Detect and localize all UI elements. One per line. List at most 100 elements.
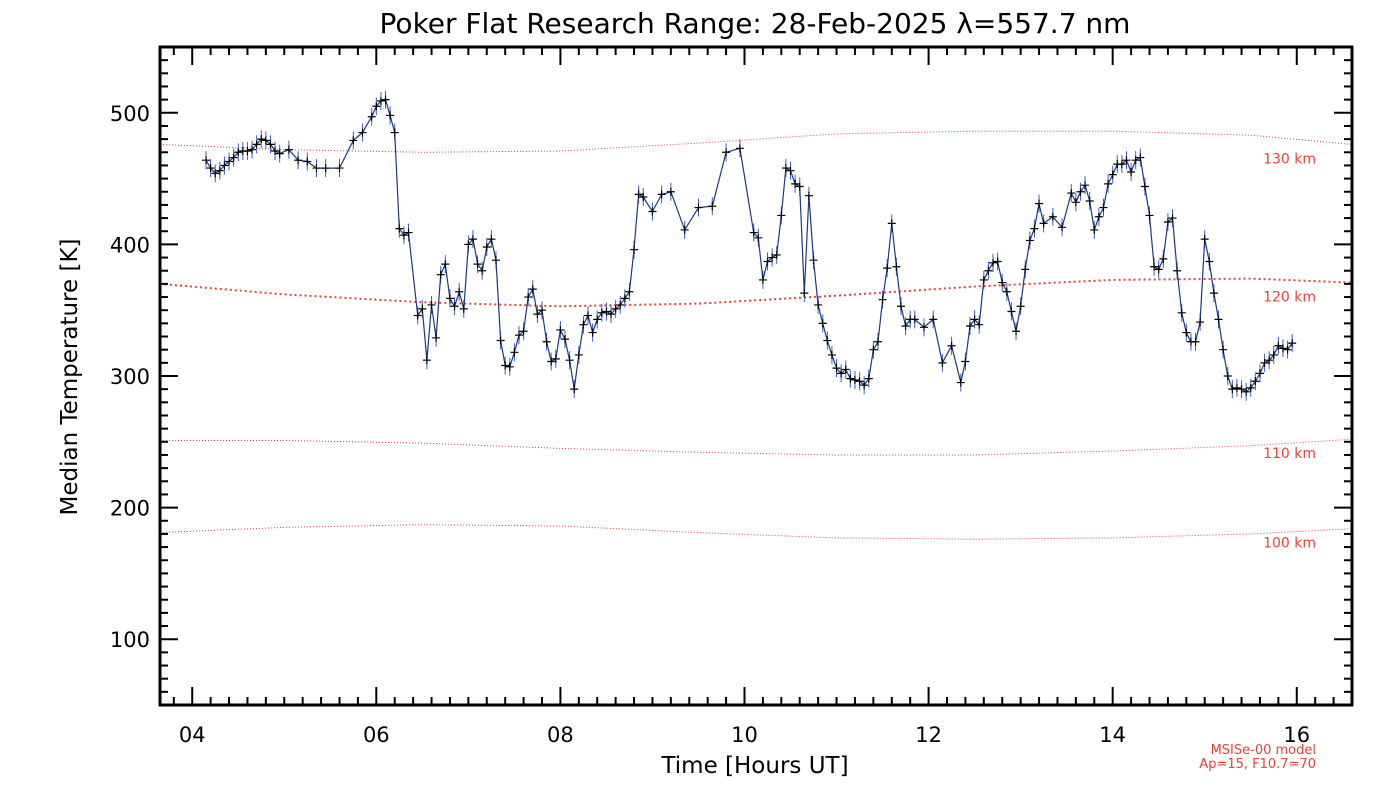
data-point (961, 357, 970, 366)
data-point (832, 364, 841, 373)
data-point (818, 319, 827, 328)
data-point (1278, 344, 1287, 353)
data-point (487, 235, 496, 244)
data-point (1122, 156, 1131, 165)
data-point (234, 148, 243, 157)
data-point (303, 157, 312, 166)
y-tick-label: 100 (110, 628, 150, 652)
data-point (505, 362, 514, 371)
data-point (491, 256, 500, 265)
data-point (1173, 266, 1182, 275)
data-point (1016, 302, 1025, 311)
data-point (722, 148, 731, 157)
data-point (1232, 383, 1241, 392)
data-point (321, 164, 330, 173)
data-point (478, 266, 487, 275)
data-point (459, 304, 468, 313)
data-point (597, 308, 606, 317)
data-point (519, 327, 528, 336)
error-bars-layer (205, 90, 1293, 401)
data-point (827, 350, 836, 359)
data-point (749, 228, 758, 237)
x-tick-label: 10 (731, 723, 758, 747)
data-point (436, 270, 445, 279)
data-point (533, 310, 542, 319)
data-point (372, 102, 381, 111)
data-point (1140, 182, 1149, 191)
data-point (510, 348, 519, 357)
reference-curve-label-100-km: 100 km (1263, 536, 1316, 552)
data-point (883, 264, 892, 273)
data-point (432, 333, 441, 342)
data-point (1205, 257, 1214, 266)
data-point (450, 302, 459, 311)
data-point (294, 156, 303, 165)
data-point (947, 341, 956, 350)
x-tick-label: 14 (1099, 723, 1126, 747)
data-point (1099, 203, 1108, 212)
data-point (376, 96, 385, 105)
data-point (620, 294, 629, 303)
data-point (795, 182, 804, 191)
plot-frame-layer: 100 200 300 400 500 04 06 08 10 12 14 16 (110, 45, 1354, 747)
data-point (809, 256, 818, 265)
data-point (1090, 225, 1099, 234)
data-point (984, 266, 993, 275)
data-point (399, 231, 408, 240)
data-point (418, 304, 427, 313)
data-point (220, 161, 229, 170)
data-point (975, 320, 984, 329)
data-point (1048, 212, 1057, 221)
data-point (390, 128, 399, 137)
x-tick-label: 04 (179, 723, 206, 747)
data-point (1182, 328, 1191, 337)
data-point (473, 260, 482, 269)
data-point (896, 302, 905, 311)
data-point (1117, 160, 1126, 169)
data-point (404, 228, 413, 237)
data-point (1094, 212, 1103, 221)
reference-curve-label-130-km: 130 km (1263, 151, 1316, 167)
data-point (445, 294, 454, 303)
y-axis-label: Median Temperature [K] (57, 239, 83, 516)
data-point (754, 233, 763, 242)
x-axis-label: Time [Hours UT] (660, 753, 848, 779)
data-point (335, 164, 344, 173)
data-point (514, 331, 523, 340)
plot-frame (158, 45, 1354, 707)
data-point (1196, 318, 1205, 327)
data-point (800, 289, 809, 298)
reference-curve-label-120-km: 120 km (1263, 290, 1316, 306)
data-point (1269, 350, 1278, 359)
data-point (565, 356, 574, 365)
data-point (887, 219, 896, 228)
data-point (1007, 307, 1016, 316)
data-point (1191, 337, 1200, 346)
data-point (846, 374, 855, 383)
data-point (878, 295, 887, 304)
data-point (1228, 385, 1237, 394)
data-point (537, 306, 546, 315)
data-point (1025, 236, 1034, 245)
data-point (1219, 345, 1228, 354)
data-point (579, 320, 588, 329)
data-point (574, 350, 583, 359)
data-point (588, 328, 597, 337)
data-point (561, 335, 570, 344)
data-point (657, 190, 666, 199)
data-point (1145, 211, 1154, 220)
data-point (1214, 315, 1223, 324)
data-point (482, 243, 491, 252)
data-point (252, 140, 261, 149)
data-point (956, 378, 965, 387)
data-point (496, 336, 505, 345)
data-point (275, 149, 284, 158)
data-point (547, 357, 556, 366)
data-points-layer (202, 95, 1297, 396)
data-point (349, 136, 358, 145)
data-point (271, 146, 280, 155)
data-point (464, 240, 473, 249)
reference-curve-label-110-km: 110 km (1263, 446, 1316, 462)
data-point (367, 112, 376, 121)
data-point (427, 300, 436, 309)
